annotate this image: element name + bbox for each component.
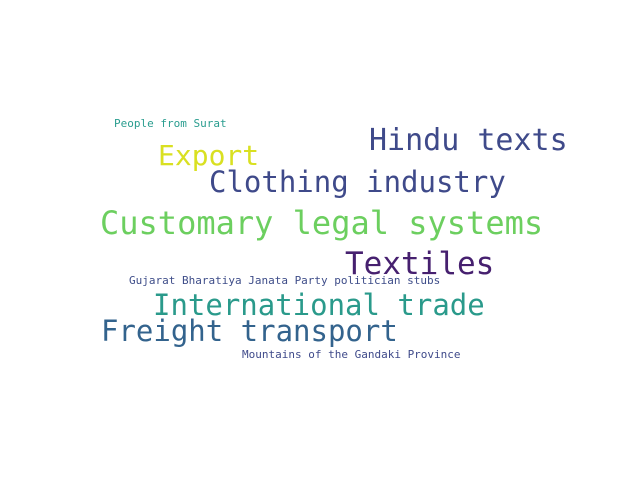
word-people-from-surat: People from Surat bbox=[114, 117, 227, 130]
word-textiles: Textiles bbox=[345, 246, 495, 282]
word-hindu-texts: Hindu texts bbox=[369, 123, 568, 158]
word-international-trade: International trade bbox=[153, 288, 485, 322]
word-gujarat-bjp-politician-stubs: Gujarat Bharatiya Janata Party politicia… bbox=[129, 274, 441, 287]
word-customary-legal-systems: Customary legal systems bbox=[100, 204, 544, 242]
word-freight-transport: Freight transport bbox=[101, 314, 398, 348]
word-export: Export bbox=[158, 139, 260, 172]
word-mountains-gandaki-province: Mountains of the Gandaki Province bbox=[242, 348, 461, 361]
word-clothing-industry: Clothing industry bbox=[209, 165, 506, 199]
